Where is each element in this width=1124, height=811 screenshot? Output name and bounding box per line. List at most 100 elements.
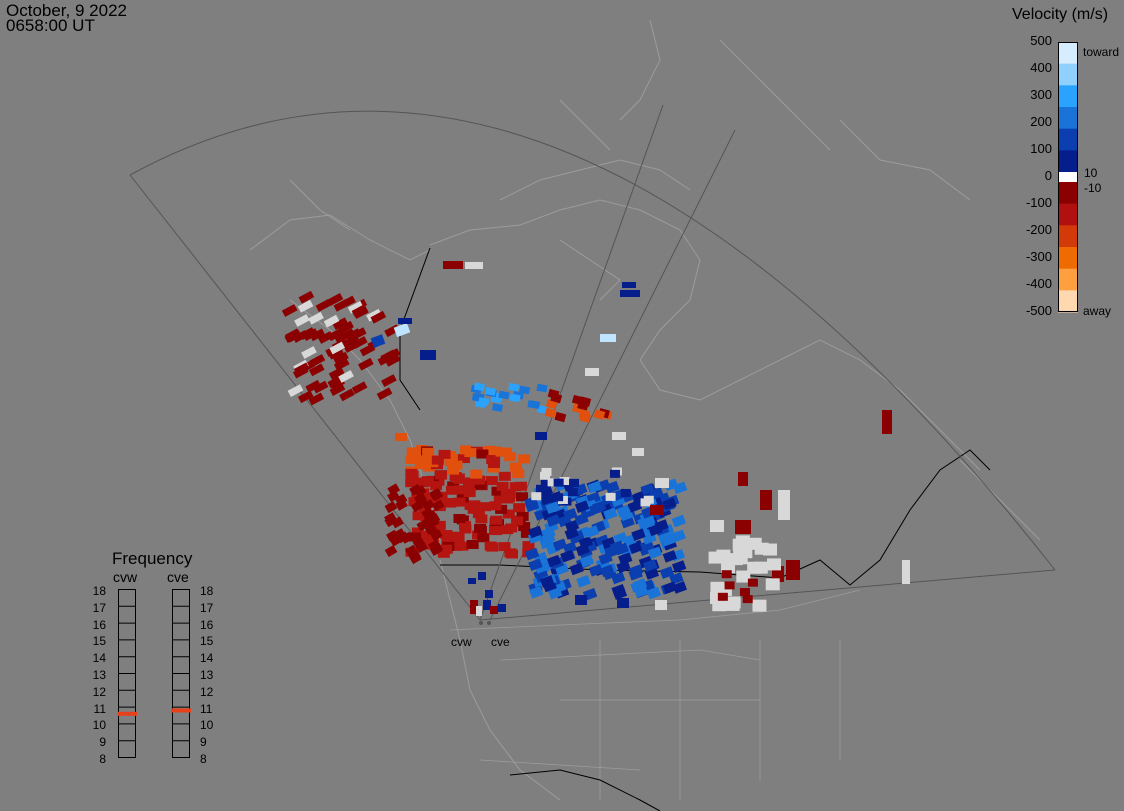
velocity-cell — [443, 261, 463, 269]
velocity-cell — [473, 382, 485, 392]
colorbar-border — [1058, 42, 1078, 312]
velocity-cell — [437, 548, 450, 558]
velocity-cell — [309, 328, 326, 342]
colorbar-tick-label: 0 — [1044, 168, 1052, 183]
frequency-level-label: 13 — [92, 668, 106, 682]
velocity-cell — [662, 581, 678, 595]
site-cvw-label: cvw — [451, 635, 472, 649]
velocity-cell — [633, 494, 644, 503]
velocity-cell — [766, 558, 781, 571]
velocity-cell — [305, 379, 322, 393]
velocity-cell — [519, 385, 531, 395]
velocity-cell — [308, 311, 324, 325]
velocity-cell — [476, 606, 482, 616]
velocity-cell — [605, 480, 620, 494]
colorbar-away-segment — [1058, 225, 1078, 248]
velocity-cell — [553, 493, 564, 502]
velocity-cell — [735, 520, 751, 534]
velocity-cell — [370, 334, 386, 348]
velocity-cell — [412, 536, 426, 549]
velocity-cell — [444, 498, 457, 508]
radar-site-dot — [479, 621, 483, 625]
velocity-cell — [502, 509, 515, 519]
velocity-cell — [454, 485, 467, 495]
colorbar-tick-label: 100 — [1030, 141, 1052, 156]
velocity-cell — [456, 541, 469, 551]
velocity-cell — [671, 560, 687, 573]
velocity-cell — [574, 500, 590, 513]
velocity-cell — [504, 548, 517, 558]
velocity-cell — [562, 541, 578, 555]
frequency-level-label: 14 — [92, 651, 106, 666]
velocity-cell — [632, 448, 644, 456]
colorbar-away-segment — [1058, 247, 1078, 270]
velocity-cell — [431, 499, 445, 512]
velocity-cell — [620, 488, 631, 497]
velocity-cell — [546, 554, 562, 568]
colorbar-tick-label: -300 — [1025, 249, 1052, 264]
velocity-cell — [579, 412, 591, 423]
colorbar-toward-segment — [1058, 85, 1078, 108]
velocity-cell — [440, 530, 453, 540]
velocity-cell — [384, 515, 398, 528]
velocity-cell — [738, 472, 748, 486]
velocity-cell — [508, 382, 520, 392]
velocity-cell — [323, 314, 340, 328]
velocity-cell — [540, 478, 551, 487]
velocity-cell — [487, 459, 500, 469]
velocity-cell — [449, 471, 462, 481]
velocity-cell — [450, 541, 463, 551]
velocity-cell — [539, 536, 554, 550]
velocity-cell — [765, 578, 780, 591]
colorbar-tick-label: -500 — [1025, 303, 1052, 318]
velocity-cell — [389, 534, 403, 547]
velocity-cell — [411, 527, 424, 537]
velocity-cell — [724, 581, 735, 590]
velocity-cell — [430, 529, 443, 542]
velocity-cell — [576, 575, 591, 588]
velocity-cell — [490, 606, 498, 614]
velocity-cell — [541, 526, 556, 540]
velocity-cell — [536, 383, 548, 393]
velocity-cell — [616, 560, 631, 574]
velocity-cell — [351, 336, 368, 349]
velocity-cell — [464, 500, 477, 510]
velocity-cell — [710, 581, 725, 594]
frequency-level-label: 10 — [92, 718, 106, 733]
velocity-cell — [742, 595, 753, 604]
frequency-level-label: 16 — [200, 617, 214, 632]
colorbar-toward-segment — [1058, 128, 1078, 151]
velocity-cell — [612, 432, 626, 440]
velocity-cell — [634, 585, 649, 598]
velocity-cell — [451, 454, 464, 464]
velocity-cell — [539, 575, 555, 588]
velocity-cell — [428, 539, 441, 552]
velocity-cell — [308, 392, 325, 406]
velocity-cell — [491, 403, 503, 412]
velocity-cell — [609, 540, 625, 554]
velocity-cell — [531, 492, 542, 501]
velocity-cell — [433, 520, 446, 530]
velocity-cell — [528, 525, 543, 539]
velocity-cell — [627, 500, 643, 513]
velocity-cell — [545, 501, 560, 514]
site-cve-label: cve — [491, 635, 510, 649]
velocity-cell — [559, 476, 570, 485]
velocity-cell — [600, 334, 616, 342]
velocity-cell — [426, 494, 439, 504]
radar-sites — [479, 621, 491, 625]
velocity-cell — [585, 368, 599, 376]
colorbar-toward-segment — [1058, 150, 1078, 173]
velocity-cell — [386, 529, 399, 542]
colorbar-title: Velocity (m/s) — [1012, 6, 1109, 23]
velocity-cell — [733, 545, 748, 558]
velocity-cell — [470, 600, 478, 614]
frequency-indicator — [118, 589, 191, 758]
velocity-cell — [902, 560, 910, 584]
velocity-cell — [786, 560, 800, 580]
velocity-cell — [387, 483, 401, 496]
velocity-cell — [476, 449, 489, 459]
velocity-cell — [739, 588, 750, 597]
velocity-cell — [351, 381, 368, 395]
colorbar-away-segment — [1058, 268, 1078, 291]
